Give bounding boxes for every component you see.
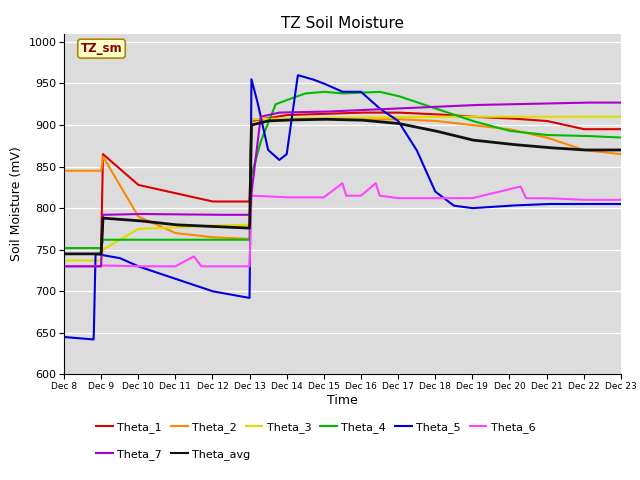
Theta_4 (601, 134, 609, 140)
Theta_3 (601, 114, 609, 120)
Theta_4 (320, 89, 328, 95)
Legend: Theta_7, Theta_avg: Theta_7, Theta_avg (92, 444, 255, 465)
Theta_5 (88, 336, 96, 342)
Theta_4 (60, 245, 68, 251)
Theta_avg (601, 147, 609, 153)
Theta_3 (88, 258, 96, 264)
Theta_1 (357, 110, 365, 116)
Theta_1 (88, 245, 96, 251)
Theta_2 (317, 116, 324, 122)
Theta_6 (601, 197, 609, 203)
Theta_5 (617, 201, 625, 207)
Theta_5 (294, 72, 302, 78)
Line: Theta_6: Theta_6 (64, 183, 621, 266)
Theta_2 (601, 149, 609, 155)
Theta_3 (499, 114, 506, 120)
Theta_2 (499, 126, 507, 132)
Theta_5 (317, 79, 324, 85)
Theta_7 (499, 102, 506, 108)
Theta_6 (331, 186, 339, 192)
Theta_1 (617, 126, 625, 132)
Theta_6 (316, 194, 324, 200)
Theta_5 (60, 334, 68, 340)
Theta_5 (332, 86, 339, 92)
Theta_7 (316, 109, 324, 115)
Theta_avg (316, 117, 324, 122)
Theta_2 (246, 236, 253, 242)
Theta_6 (601, 197, 609, 203)
Theta_avg (320, 116, 328, 122)
Theta_2 (60, 168, 68, 174)
Theta_avg (617, 147, 625, 153)
Line: Theta_3: Theta_3 (64, 117, 621, 261)
Theta_7 (601, 100, 609, 106)
Theta_avg (331, 117, 339, 122)
Theta_4 (499, 126, 506, 132)
Theta_5 (602, 201, 609, 207)
Theta_7 (60, 264, 68, 269)
Theta_5 (499, 203, 507, 209)
Theta_4 (601, 134, 609, 140)
Theta_6 (617, 197, 625, 203)
Theta_1 (499, 115, 506, 121)
Theta_3 (617, 114, 625, 120)
Theta_6 (372, 180, 380, 186)
Theta_4 (316, 89, 324, 95)
Theta_3 (331, 115, 339, 121)
Theta_7 (88, 264, 96, 269)
Text: TZ_sm: TZ_sm (81, 42, 122, 55)
Theta_7 (331, 108, 339, 114)
Title: TZ Soil Moisture: TZ Soil Moisture (281, 16, 404, 31)
Theta_2 (602, 149, 609, 155)
Theta_4 (617, 134, 625, 140)
Theta_7 (617, 100, 625, 106)
Theta_avg (499, 141, 506, 146)
Theta_1 (601, 126, 609, 132)
X-axis label: Time: Time (327, 394, 358, 407)
Theta_2 (617, 151, 625, 157)
Line: Theta_4: Theta_4 (64, 92, 621, 248)
Theta_3 (316, 115, 324, 121)
Theta_6 (88, 264, 96, 269)
Theta_1 (60, 245, 68, 251)
Theta_avg (601, 147, 609, 153)
Theta_1 (331, 110, 339, 116)
Theta_5 (601, 201, 609, 207)
Theta_1 (316, 111, 324, 117)
Theta_avg (60, 251, 68, 257)
Theta_3 (60, 258, 68, 264)
Theta_5 (90, 336, 97, 342)
Line: Theta_1: Theta_1 (64, 113, 621, 248)
Theta_3 (431, 114, 439, 120)
Theta_4 (331, 90, 339, 96)
Y-axis label: Soil Moisture (mV): Soil Moisture (mV) (10, 146, 23, 262)
Theta_7 (601, 100, 609, 106)
Theta_6 (499, 188, 506, 194)
Theta_2 (332, 116, 339, 122)
Line: Theta_7: Theta_7 (64, 103, 621, 266)
Theta_2 (88, 168, 96, 174)
Theta_4 (88, 245, 96, 251)
Line: Theta_5: Theta_5 (64, 75, 621, 339)
Line: Theta_2: Theta_2 (64, 119, 621, 239)
Theta_avg (88, 251, 96, 257)
Theta_1 (601, 126, 609, 132)
Theta_6 (60, 264, 68, 269)
Line: Theta_avg: Theta_avg (64, 119, 621, 254)
Theta_2 (248, 116, 255, 122)
Theta_3 (601, 114, 609, 120)
Theta_7 (580, 100, 588, 106)
